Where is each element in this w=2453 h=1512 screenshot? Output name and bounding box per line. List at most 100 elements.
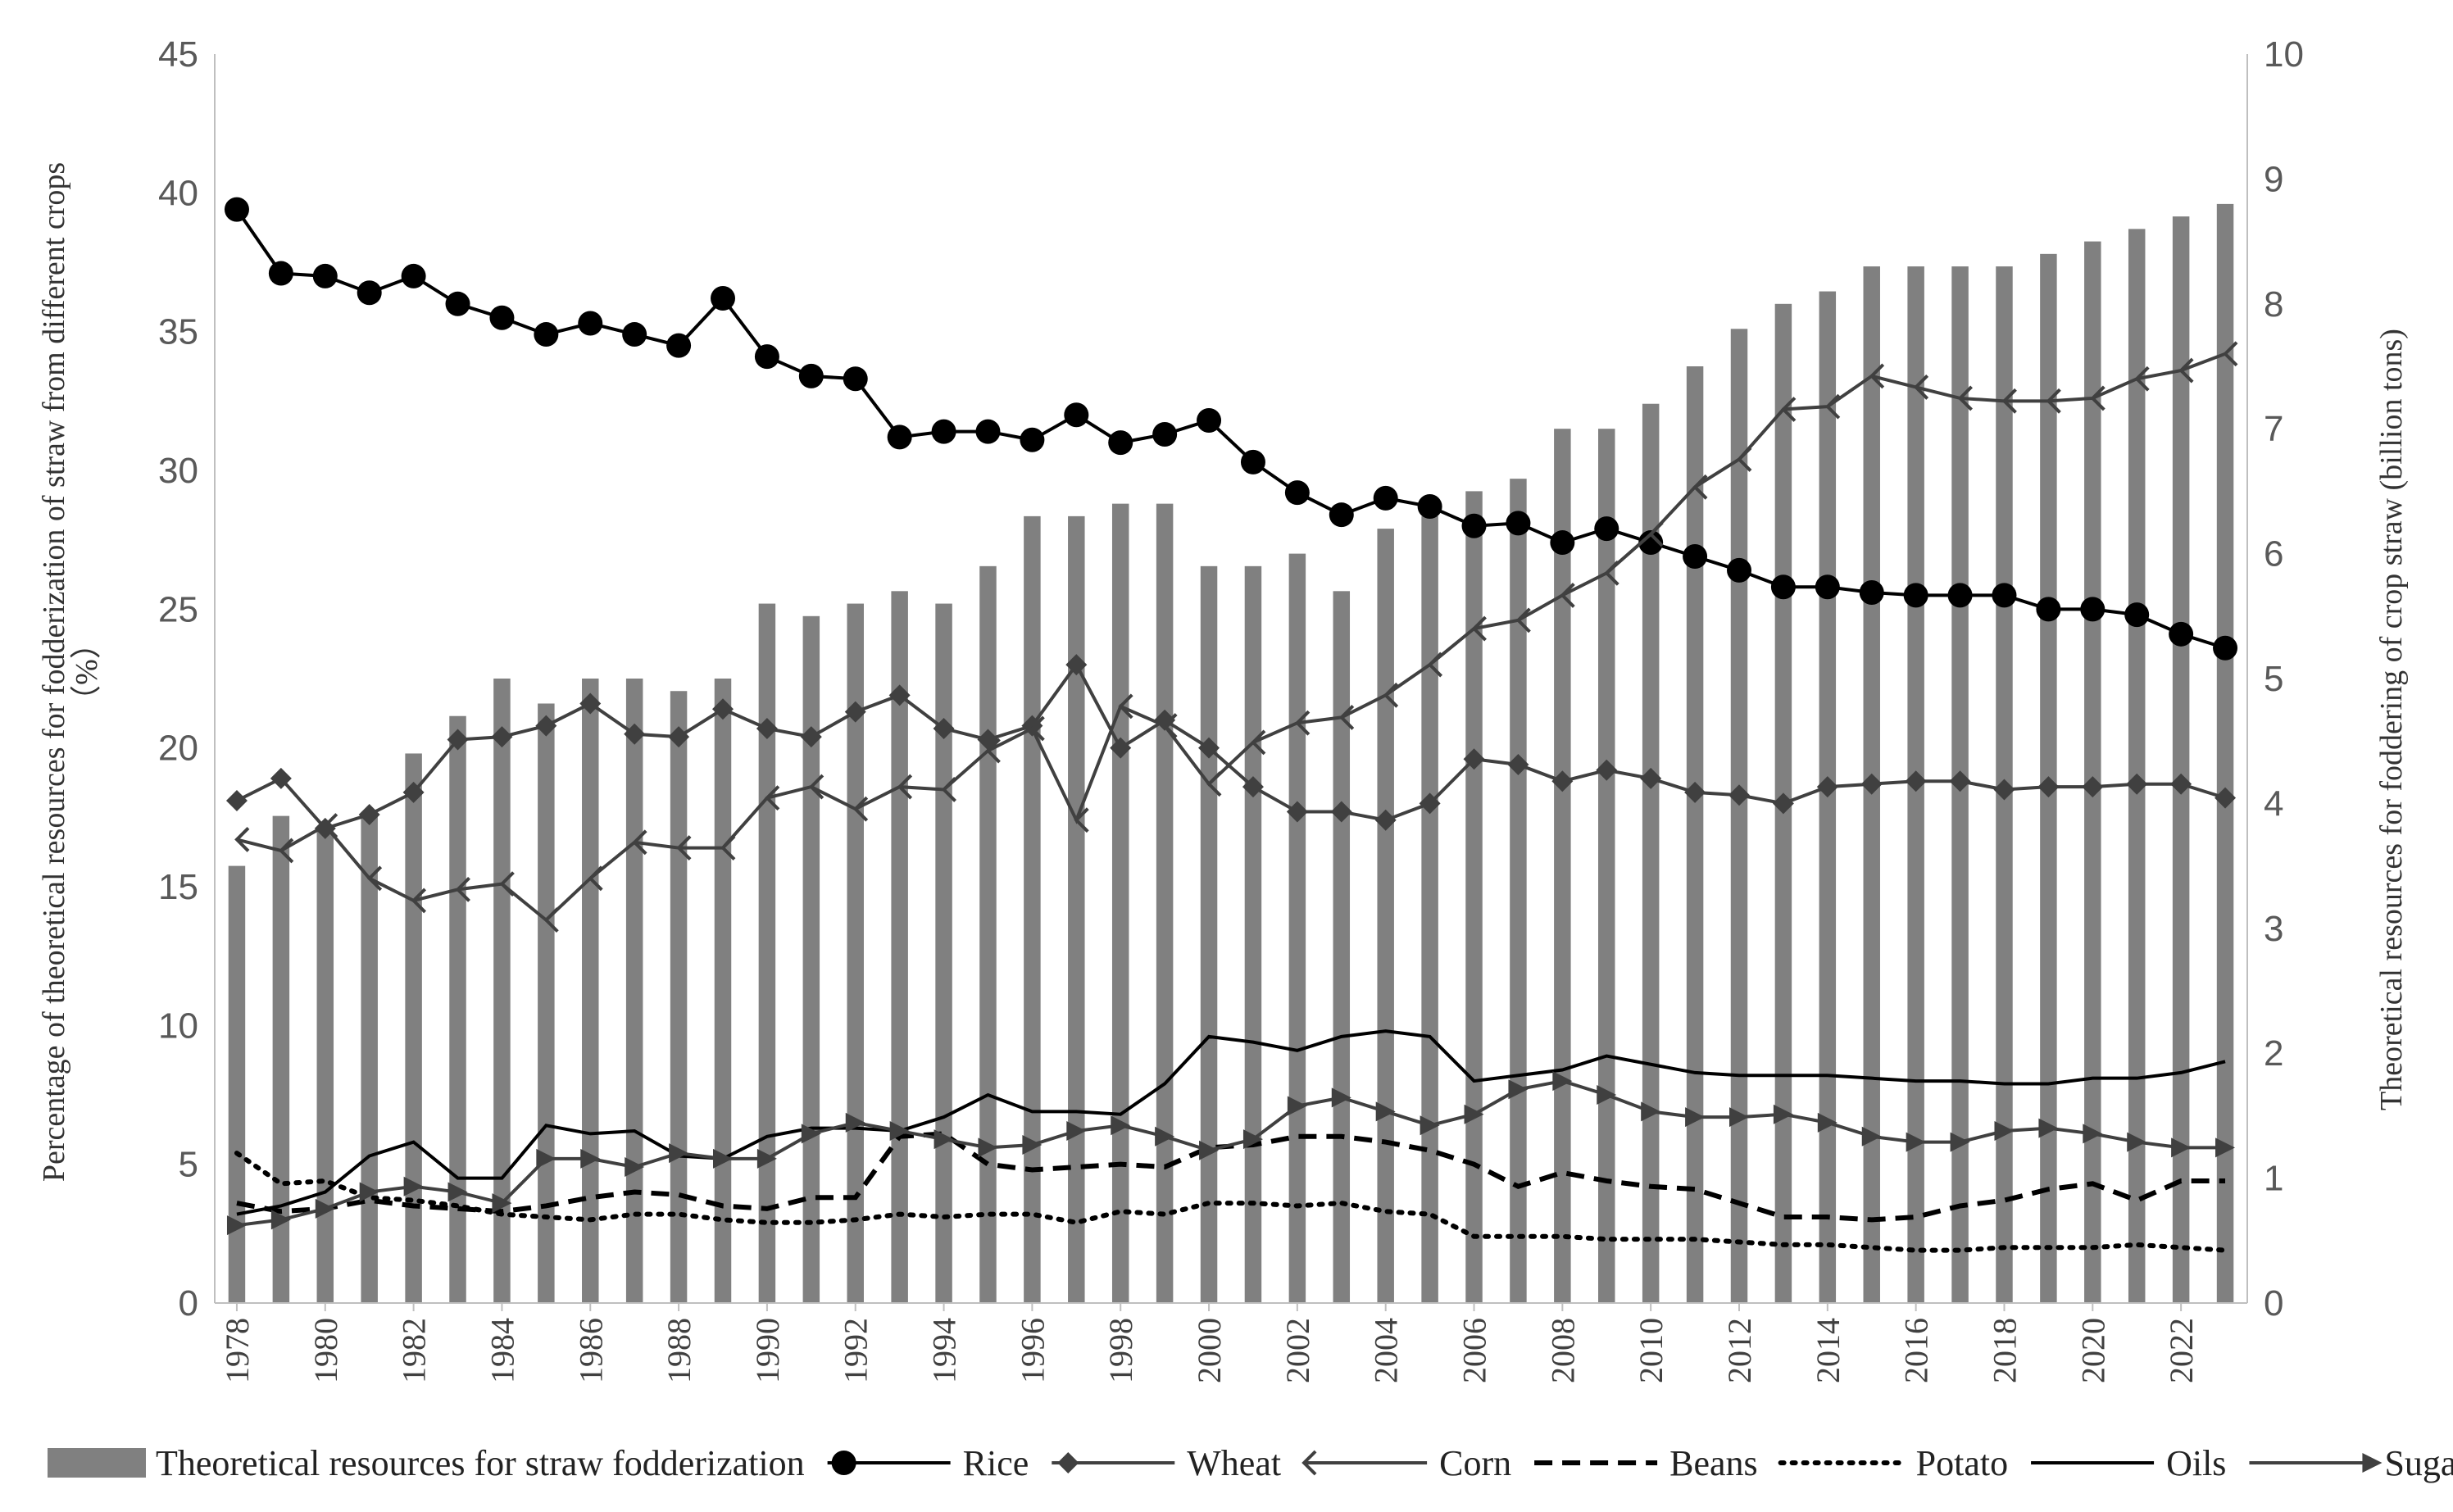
corn-point-1983 (455, 876, 470, 902)
corn-point-1978 (234, 827, 250, 852)
rice-point-2020 (2080, 597, 2105, 622)
wheat-point-1989 (712, 698, 734, 720)
sugar-point-1986 (580, 1148, 601, 1169)
series-oils (236, 1029, 2226, 1216)
rice-point-1989 (711, 286, 735, 311)
lines-layer (224, 197, 2238, 1253)
bar-1995 (979, 565, 997, 1303)
sugar-point-1991 (801, 1124, 821, 1144)
x-tick-1984: 1984 (484, 1318, 520, 1383)
bar-2003 (1333, 591, 1351, 1303)
bar-1989 (714, 679, 732, 1303)
wheat-point-1985 (535, 715, 557, 737)
rice-point-2008 (1550, 530, 1575, 556)
x-tick-1988: 1988 (661, 1318, 697, 1383)
rice-point-2010 (1638, 530, 1664, 556)
legend-label-potato: Potato (1916, 1443, 2008, 1483)
sugar-point-1987 (625, 1157, 645, 1178)
x-tick-2004: 2004 (1368, 1318, 1405, 1383)
legend-item-sugar: Sugar (2249, 1443, 2453, 1483)
sugar-point-1990 (756, 1148, 777, 1169)
sugar-point-2000 (1199, 1140, 1220, 1160)
bar-1994 (935, 603, 952, 1303)
line-sugar (236, 1079, 2226, 1228)
x-tick-1978: 1978 (219, 1318, 256, 1383)
corn-point-1986 (588, 865, 603, 892)
axis-titles: Percentage of theoretical resources for … (37, 162, 2409, 1182)
corn-point-1981 (366, 865, 383, 892)
corn-point-2005 (1427, 652, 1443, 678)
bar-2002 (1288, 553, 1306, 1303)
wheat-point-1998 (1110, 737, 1132, 759)
sugar-point-2003 (1331, 1087, 1351, 1108)
sugar-point-2009 (1597, 1085, 1617, 1105)
corn-point-1998 (1118, 693, 1133, 720)
bar-2004 (1377, 529, 1394, 1303)
x-tick-1994: 1994 (926, 1318, 963, 1383)
x-tick-2010: 2010 (1633, 1318, 1669, 1383)
line-oils (236, 1029, 2226, 1216)
sugar-point-1984 (492, 1193, 512, 1214)
bar-2012 (1730, 329, 1748, 1303)
wheat-point-2011 (1684, 781, 1706, 803)
y-tick-left-45: 45 (158, 34, 198, 75)
bar-1981 (361, 815, 378, 1303)
legend: Theoretical resources for straw fodderiz… (48, 1443, 2453, 1483)
line-wheat (236, 661, 2226, 831)
rice-point-2014 (1815, 574, 1840, 600)
sugar-point-2010 (1641, 1101, 1661, 1122)
legend-item-corn: Corn (1301, 1443, 1511, 1483)
rice-point-1999 (1152, 421, 1178, 447)
corn-point-1989 (720, 835, 736, 861)
corn-point-1980 (322, 813, 338, 838)
rice-point-1987 (622, 322, 647, 347)
rice-point-2003 (1329, 502, 1354, 528)
rice-point-1990 (754, 344, 779, 370)
legend-label-theoretical: Theoretical resources for straw fodderiz… (156, 1443, 805, 1483)
wheat-point-2018 (1993, 779, 2015, 801)
wheat-point-2020 (2082, 776, 2104, 798)
corn-point-1999 (1162, 713, 1178, 738)
y-tick-right-8: 8 (2264, 284, 2283, 325)
rice-point-1996 (1020, 427, 1045, 452)
bar-2001 (1244, 565, 1262, 1303)
sugar-point-2011 (1685, 1107, 1706, 1128)
corn-point-1987 (632, 829, 647, 856)
sugar-point-1983 (447, 1182, 468, 1202)
sugar-point-1995 (978, 1137, 998, 1158)
rice-point-1994 (931, 419, 956, 444)
corn-point-1997 (1074, 807, 1089, 833)
wheat-point-1981 (358, 803, 380, 825)
sugar-point-2002 (1287, 1096, 1307, 1116)
legend-label-beans: Beans (1669, 1443, 1758, 1483)
x-tick-2008: 2008 (1544, 1318, 1581, 1383)
corn-point-2010 (1648, 521, 1664, 547)
sugar-point-1996 (1022, 1134, 1043, 1155)
sugar-point-2016 (1906, 1132, 1926, 1152)
corn-point-1979 (279, 838, 294, 864)
rice-point-2018 (1992, 583, 2017, 608)
wheat-point-2014 (1816, 776, 1838, 798)
legend-marker-wheat (1057, 1452, 1079, 1473)
corn-point-2003 (1338, 704, 1355, 730)
y-tick-right-5: 5 (2264, 659, 2283, 699)
line-rice (235, 208, 2226, 650)
wheat-point-1997 (1065, 654, 1088, 676)
x-tick-1992: 1992 (838, 1318, 874, 1383)
legend-marker-corn (1301, 1450, 1317, 1476)
rice-point-2015 (1859, 580, 1884, 606)
bar-1988 (670, 691, 688, 1303)
wheat-point-1982 (402, 781, 425, 803)
legend-label-sugar: Sugar (2384, 1443, 2453, 1483)
rice-point-1995 (975, 419, 1001, 444)
corn-point-2007 (1515, 607, 1531, 633)
bar-1986 (582, 679, 599, 1303)
rice-point-1988 (666, 333, 692, 358)
sugar-point-2019 (2038, 1118, 2059, 1138)
x-tick-2018: 2018 (1986, 1318, 2023, 1383)
corn-point-1994 (941, 777, 956, 802)
wheat-point-2023 (2215, 787, 2237, 809)
wheat-point-2019 (2037, 776, 2060, 798)
rice-point-2004 (1373, 485, 1398, 511)
sugar-point-1992 (845, 1112, 865, 1133)
